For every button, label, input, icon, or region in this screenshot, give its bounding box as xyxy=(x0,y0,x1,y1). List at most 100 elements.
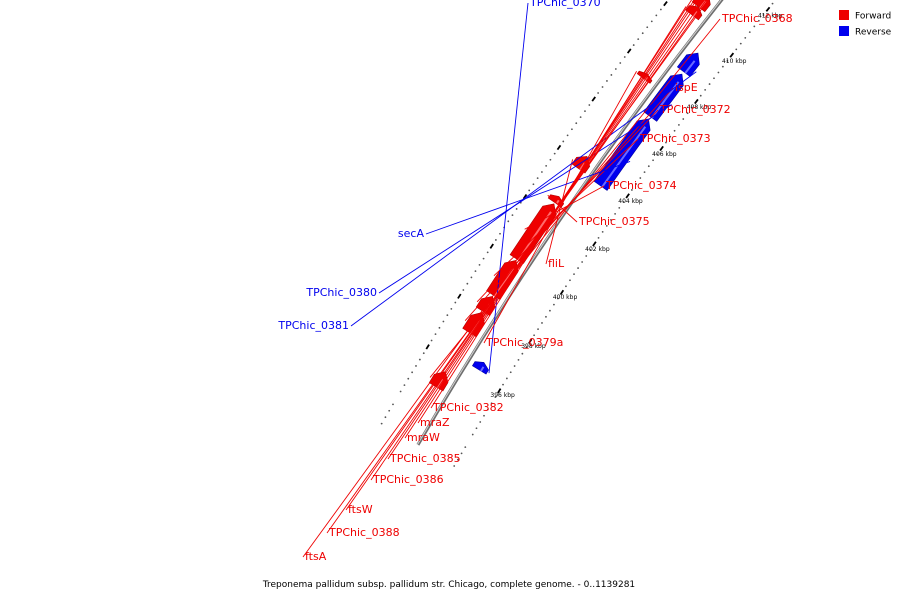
minor-tick-outer xyxy=(632,44,635,46)
gene-label-tpchic_0373[interactable]: TPChic_0373 xyxy=(639,132,711,145)
gene-label-leader xyxy=(547,194,578,223)
gene-label-tpchic_0382[interactable]: TPChic_0382 xyxy=(432,401,504,414)
minor-tick-inner xyxy=(739,42,742,45)
minor-tick-inner xyxy=(502,383,504,386)
minor-tick-inner xyxy=(699,94,702,97)
tick-label: 406 kbp xyxy=(652,151,677,158)
minor-tick-outer xyxy=(438,326,441,329)
minor-tick-outer xyxy=(623,56,626,58)
minor-tick-outer xyxy=(450,307,453,310)
minor-tick-inner xyxy=(479,421,482,423)
minor-tick-inner xyxy=(610,218,612,221)
gene-arrow[interactable] xyxy=(471,361,489,375)
minor-tick-inner xyxy=(541,322,543,324)
minor-tick-outer xyxy=(597,92,600,94)
genome-caption: Treponema pallidum subsp. pallidum str. … xyxy=(262,580,635,590)
gene-label-mraw[interactable]: mraW xyxy=(407,431,440,444)
gene-label-tpchic_0385[interactable]: TPChic_0385 xyxy=(389,452,461,465)
gene-label-leader xyxy=(483,71,637,344)
minor-tick-inner xyxy=(678,124,680,126)
minor-tick-outer xyxy=(641,32,644,35)
minor-tick-inner xyxy=(686,112,689,115)
minor-tick-inner xyxy=(569,279,571,282)
minor-tick-inner xyxy=(647,165,650,168)
major-tick-inner xyxy=(559,289,565,296)
gene-label-leader xyxy=(493,138,639,277)
gene-label-ftsw[interactable]: ftsW xyxy=(348,503,373,516)
gene-label-ftsa[interactable]: ftsA xyxy=(305,550,327,563)
minor-tick-inner xyxy=(713,77,715,80)
minor-tick-outer xyxy=(536,177,539,180)
minor-tick-outer xyxy=(571,128,573,131)
minor-tick-inner xyxy=(618,206,621,209)
minor-tick-inner xyxy=(537,328,539,330)
major-tick-inner xyxy=(659,145,664,152)
tick-label: 404 kbp xyxy=(618,198,643,205)
gene-label-tpchic_0379a[interactable]: TPChic_0379a xyxy=(485,336,563,349)
minor-tick-outer xyxy=(466,282,469,285)
gene-labels: TPChic_0368 TPChic_0370 ispE TPChic_0372 TPC… xyxy=(277,0,793,563)
legend-reverse-label: Reverse xyxy=(855,28,892,38)
minor-tick-inner xyxy=(748,31,751,34)
minor-tick-outer xyxy=(507,220,510,223)
gene-label-leader xyxy=(545,159,574,265)
gene-label-tpchic_0380[interactable]: TPChic_0380 xyxy=(305,286,377,299)
minor-tick-inner xyxy=(753,25,756,28)
minor-tick-inner xyxy=(669,135,672,138)
minor-tick-outer xyxy=(494,239,497,241)
gene-label-tpchic_0372[interactable]: TPChic_0372 xyxy=(659,103,731,116)
minor-tick-outer xyxy=(646,26,649,29)
gene-label-leader xyxy=(326,0,707,534)
minor-tick-outer xyxy=(442,320,445,323)
minor-tick-inner xyxy=(585,255,588,257)
major-tick-inner xyxy=(528,338,533,345)
gene-label-ispe[interactable]: ispE xyxy=(675,81,698,94)
minor-tick-outer xyxy=(553,152,556,155)
minor-tick-outer xyxy=(388,409,391,412)
minor-tick-inner xyxy=(635,183,637,185)
tick-label: 410 kbp xyxy=(722,58,747,65)
minor-tick-inner xyxy=(577,267,579,269)
gene-label-leader xyxy=(488,2,529,374)
minor-tick-outer xyxy=(659,8,662,11)
minor-tick-inner xyxy=(601,230,604,233)
minor-tick-outer xyxy=(470,276,473,279)
gene-label-tpchic_0381[interactable]: TPChic_0381 xyxy=(277,319,349,332)
tick-label: 396 kbp xyxy=(490,392,515,399)
minor-tick-inner xyxy=(726,60,729,62)
gene-arrow[interactable] xyxy=(676,52,700,78)
minor-tick-outer xyxy=(474,270,477,273)
minor-tick-inner xyxy=(553,303,555,306)
gene-label-tpchic_0374[interactable]: TPChic_0374 xyxy=(605,179,677,192)
tick-label: 408 kbp xyxy=(687,104,712,111)
gene-label-mraz[interactable]: mraZ xyxy=(420,416,450,429)
minor-tick-outer xyxy=(462,289,465,291)
minor-tick-inner xyxy=(494,396,497,398)
major-tick-inner xyxy=(765,6,771,12)
minor-tick-outer xyxy=(415,365,417,367)
major-tick-outer xyxy=(591,96,596,102)
tick-label: 412 kbp xyxy=(758,12,783,19)
minor-tick-inner xyxy=(717,71,720,74)
minor-tick-outer xyxy=(380,422,383,425)
minor-tick-inner xyxy=(704,88,707,91)
minor-tick-outer xyxy=(482,257,485,260)
minor-tick-outer xyxy=(407,377,410,380)
minor-tick-inner xyxy=(513,365,516,367)
gene-label-tpchic_0370[interactable]: TPChic_0370 xyxy=(529,0,601,9)
gene-features xyxy=(428,0,711,392)
gene-label-tpchic_0368[interactable]: TPChic_0368 xyxy=(721,12,793,25)
major-tick-inner xyxy=(729,52,735,58)
gene-label-tpchic_0386[interactable]: TPChic_0386 xyxy=(372,473,444,486)
gene-label-seca[interactable]: secA xyxy=(398,227,425,240)
gene-tpchic_0381[interactable] xyxy=(676,52,700,78)
minor-tick-inner xyxy=(762,14,765,16)
gene-label-tpchic_0375[interactable]: TPChic_0375 xyxy=(578,215,650,228)
gene-tpchic_0370[interactable] xyxy=(471,361,489,375)
gene-label-flil[interactable]: fliL xyxy=(548,257,565,270)
major-tick-outer xyxy=(556,144,562,151)
minor-tick-inner xyxy=(673,129,676,132)
gene-arrow-highlight xyxy=(480,366,485,372)
gene-label-tpchic_0388[interactable]: TPChic_0388 xyxy=(328,526,400,539)
